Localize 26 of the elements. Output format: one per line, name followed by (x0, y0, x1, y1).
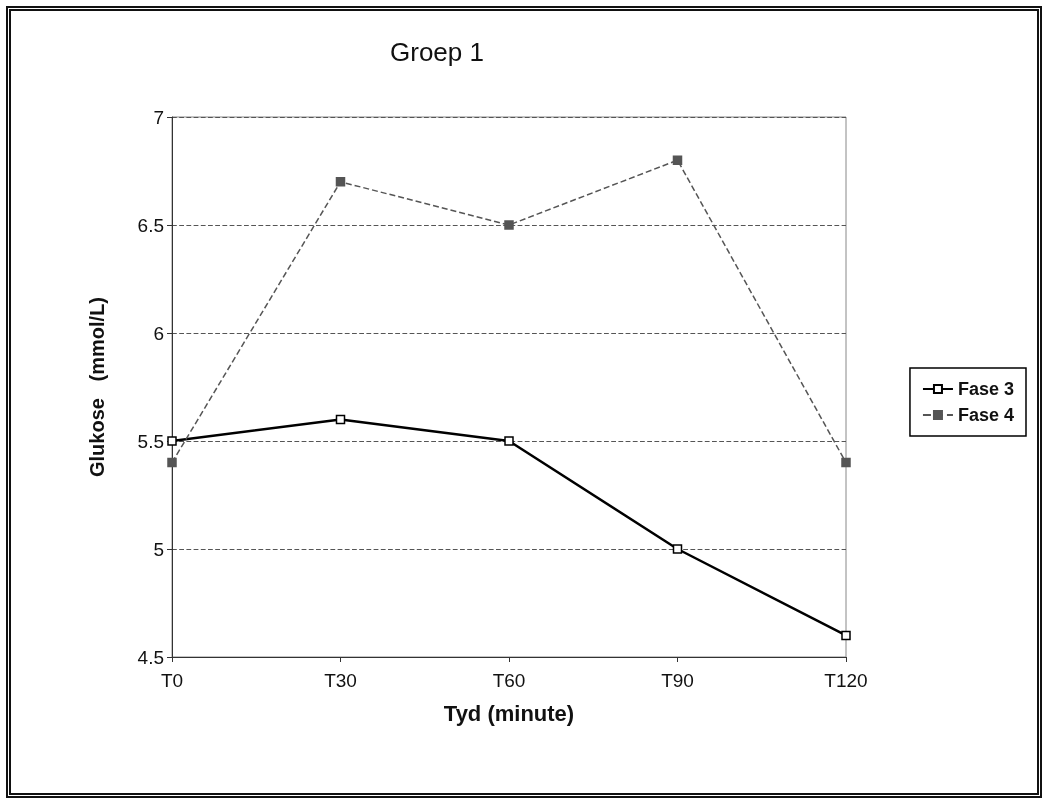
point (335, 177, 346, 187)
point (167, 436, 177, 446)
chart-title: Groep 1 (390, 37, 484, 67)
y-tick-label: 5 (153, 538, 164, 560)
y-tick-label: 7 (153, 106, 164, 128)
point (167, 457, 177, 468)
x-tick-label: T60 (492, 670, 526, 691)
point (672, 544, 683, 554)
y-tick-label: 4.5 (137, 646, 164, 668)
x-tick-label: T0 (160, 670, 184, 691)
point (841, 630, 851, 641)
x-tick-label: T120 (824, 670, 868, 691)
point (841, 457, 851, 468)
x-tick-label: T90 (661, 670, 694, 691)
y-tick-label: 6 (153, 322, 164, 344)
y-tick-label: 5.5 (137, 430, 164, 452)
x-axis-title: Tyd (minute) (443, 700, 575, 726)
point (504, 220, 514, 230)
x-tick-label: T30 (324, 670, 357, 691)
y-tick-label: 6.5 (137, 214, 164, 236)
point (504, 436, 514, 446)
y-axis-title: Glukose (mmol/L) (86, 296, 108, 478)
legend-label: Fase 4 (957, 405, 1015, 425)
point (335, 414, 346, 425)
point (672, 155, 683, 165)
legend-label: Fase 3 (957, 379, 1015, 399)
